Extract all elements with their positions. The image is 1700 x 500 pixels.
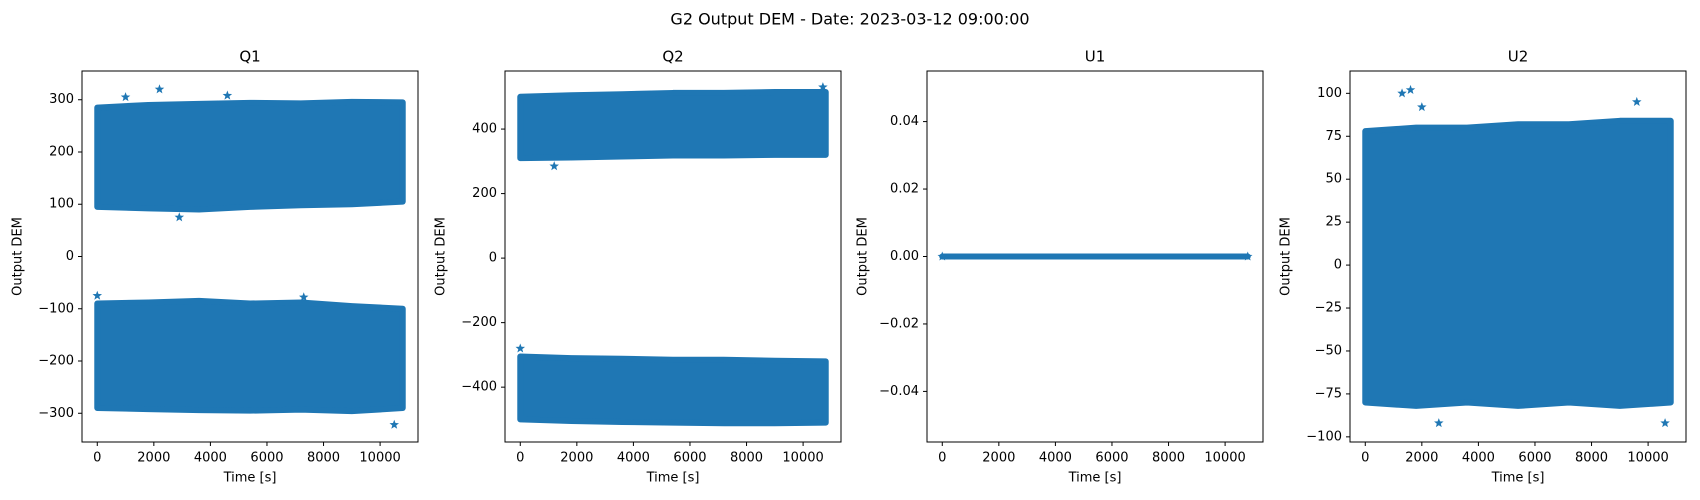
y-tick-label: −0.02 [879,316,919,331]
subplot: U2 Time [s] Output DEM 0 2000 4000 6000 8000 100… [1279,48,1687,486]
axes-frame [504,70,842,443]
y-tick-label: −300 [38,406,74,421]
y-axis-label: Output DEM [1279,217,1294,296]
data-point [515,343,526,353]
data-point [174,212,185,222]
figure-title: G2 Output DEM - Date: 2023-03-12 09:00:0… [670,10,1029,29]
y-tick-label: 50 [1325,172,1342,187]
y-tick-label: 25 [1325,215,1342,230]
y-tick-label: −25 [1315,301,1342,316]
x-tick-label: 2000 [982,451,1015,466]
data-point [549,161,559,171]
data-point [1632,96,1642,106]
data-point [1417,102,1427,112]
y-tick-label: −50 [1315,343,1342,358]
data-point [1434,418,1444,428]
axes-frame [926,70,1264,443]
y-tick-label: 400 [472,122,497,137]
x-tick-label: 8000 [730,451,763,466]
subplot-title: U1 [1085,48,1106,66]
x-axis-label: Time [s] [1068,471,1122,486]
x-tick-label: 6000 [250,451,283,466]
x-tick-label: 8000 [1575,451,1608,466]
data-point [1405,84,1416,94]
y-tick-label: 300 [49,92,74,107]
y-tick-label: 200 [472,186,497,201]
y-tick-label: −0.04 [879,384,919,399]
data-point [92,290,103,300]
plot-area [1362,84,1674,428]
data-point [222,90,233,100]
x-tick-label: 2000 [1405,451,1438,466]
data-band [94,98,406,213]
axes-frame [1349,70,1687,443]
data-point [389,419,399,429]
x-tick-label: 6000 [1095,451,1128,466]
data-band [517,353,829,427]
y-tick-label: −200 [461,315,497,330]
subplot-title: U2 [1508,48,1529,66]
data-point [298,292,309,302]
x-tick-label: 2000 [560,451,593,466]
data-band [1362,117,1674,409]
y-tick-label: −400 [461,380,497,395]
x-tick-label: 4000 [1462,451,1495,466]
x-tick-label: 0 [516,451,524,466]
subplot-title: Q1 [239,48,260,66]
x-tick-label: 8000 [307,451,340,466]
x-axis-label: Time [s] [223,471,277,486]
x-tick-label: 4000 [194,451,227,466]
data-point [154,84,165,94]
y-tick-label: −75 [1315,386,1342,401]
data-point [1660,418,1670,428]
y-tick-label: 0 [489,251,497,266]
data-band [94,297,406,415]
y-axis-label: Output DEM [856,217,871,296]
data-point [1242,251,1253,261]
x-tick-label: 4000 [1039,451,1072,466]
y-tick-label: 100 [49,197,74,212]
x-tick-label: 0 [938,451,946,466]
x-tick-label: 6000 [673,451,706,466]
y-tick-label: 0.00 [890,249,919,264]
plot-area [937,251,1253,261]
y-axis-label: Output DEM [434,217,449,296]
x-axis-label: Time [s] [1491,471,1545,486]
x-tick-label: 8000 [1152,451,1185,466]
data-point [120,92,131,102]
y-tick-label: 0 [66,249,74,264]
y-tick-label: 0.04 [890,114,919,129]
y-tick-label: 75 [1325,129,1342,144]
y-tick-label: 100 [1317,86,1342,101]
x-tick-label: 10000 [359,451,400,466]
subplot: U1 Time [s] Output DEM 0 2000 4000 6000 8000 100… [856,48,1264,486]
axes-frame [81,70,419,443]
x-tick-label: 6000 [1518,451,1551,466]
y-tick-label: 0 [1334,258,1342,273]
y-axis-label: Output DEM [11,217,26,296]
data-point [1397,88,1407,98]
x-tick-label: 10000 [1204,451,1245,466]
x-tick-label: 10000 [782,451,823,466]
x-tick-label: 4000 [617,451,650,466]
y-tick-label: −100 [38,301,74,316]
x-tick-label: 10000 [1627,451,1668,466]
y-tick-label: 200 [49,144,74,159]
data-band [517,88,829,162]
data-point [818,82,828,92]
x-tick-label: 0 [1361,451,1369,466]
x-tick-label: 2000 [137,451,170,466]
y-tick-label: 0.02 [890,182,919,197]
subplot-title: Q2 [662,48,683,66]
plot-area [515,82,829,427]
plot-area [92,84,406,429]
y-tick-label: −100 [1306,429,1342,444]
data-point [937,251,948,261]
y-tick-label: −200 [38,354,74,369]
x-axis-label: Time [s] [646,471,700,486]
x-tick-label: 0 [93,451,101,466]
